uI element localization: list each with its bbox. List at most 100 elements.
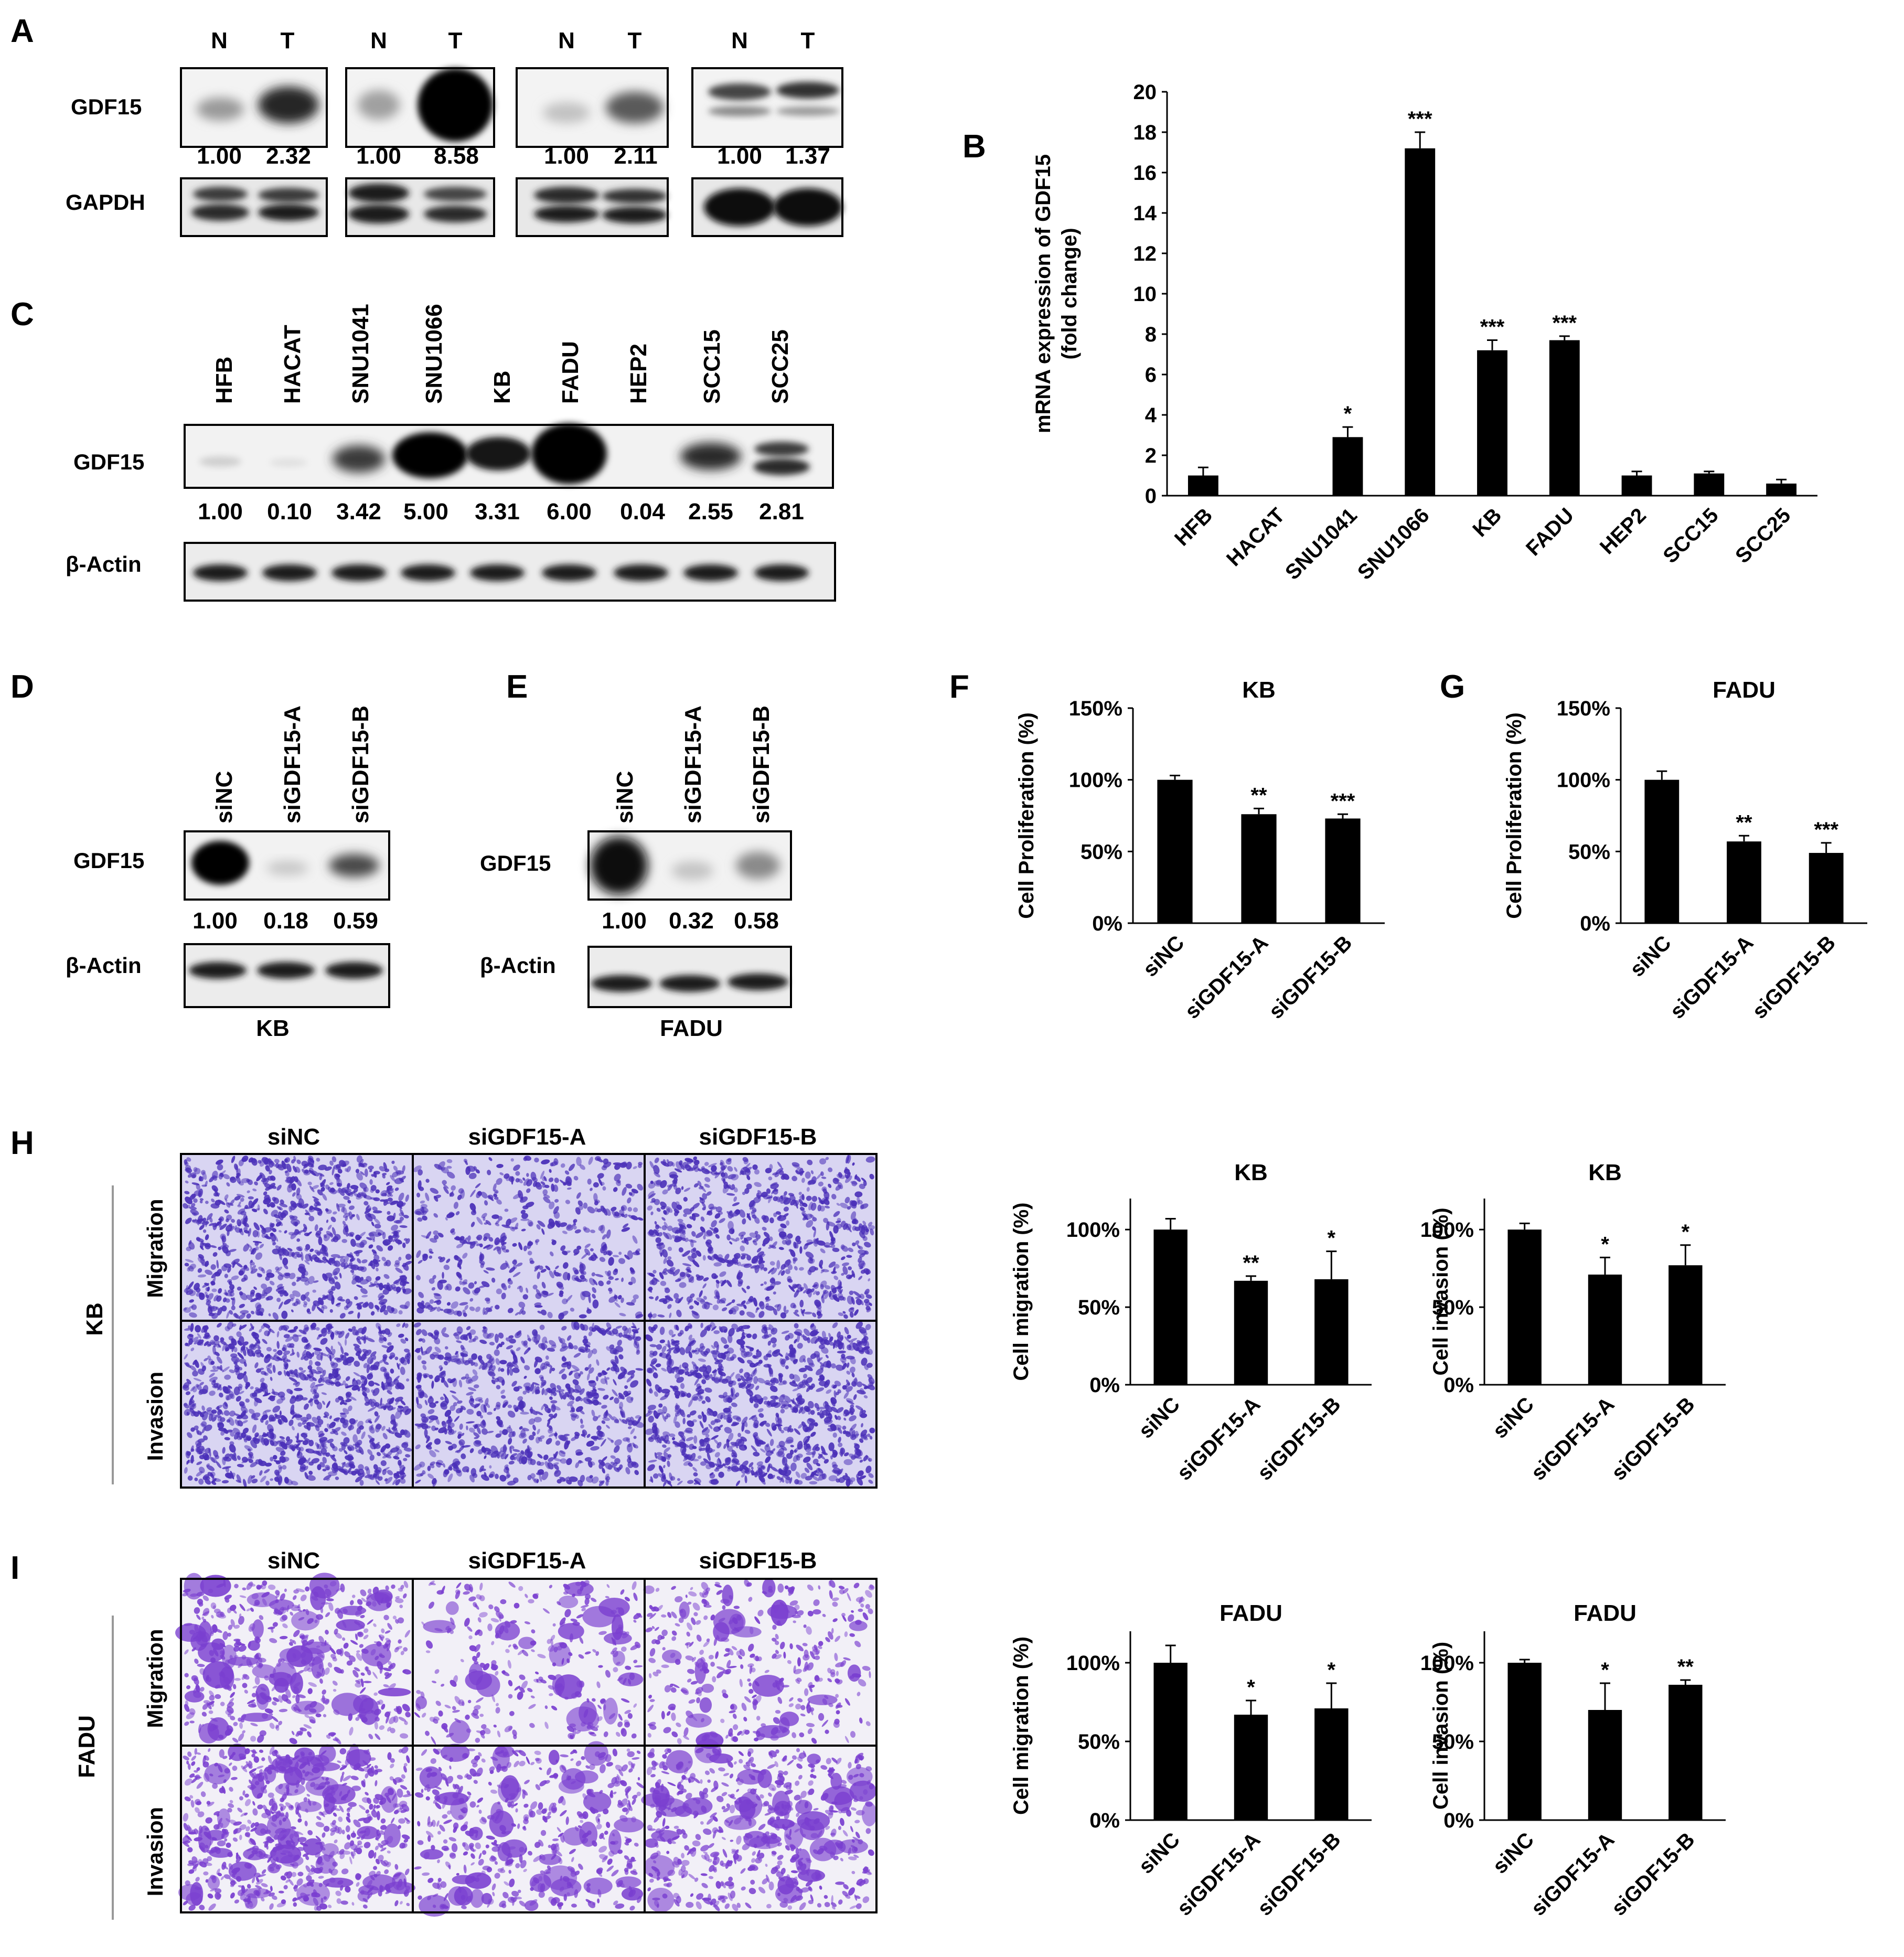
y-tick-label: 50%	[1432, 1730, 1474, 1753]
quant-value: 6.00	[547, 499, 592, 525]
category-label: SNU1041	[1281, 504, 1362, 584]
y-tick-label: 50%	[1432, 1296, 1474, 1319]
y-axis-label: Cell invasion (%)	[1429, 1642, 1452, 1810]
column-label: siNC	[268, 1548, 320, 1574]
bar	[1314, 1708, 1349, 1820]
chart-i-mig: 0% 50% 100% Cell migration (%) FADU siNC * siGD…	[1010, 1600, 1372, 1920]
significance-marker: ***	[1331, 789, 1355, 812]
category-label: SCC25	[1731, 504, 1795, 568]
panel-i-images: I siNC siGDF15-A siGDF15-B FADU Migratio…	[10, 1548, 878, 1920]
blot-band	[602, 207, 667, 223]
chart-h-mig: 0% 50% 100% Cell migration (%) KB siNC ** siGDF…	[1010, 1160, 1372, 1485]
row-label-gapdh: GAPDH	[66, 190, 145, 215]
blot-e-actin	[587, 946, 792, 1008]
y-tick-label: 4	[1145, 404, 1157, 427]
significance-marker: *	[1328, 1227, 1336, 1250]
chart-title: KB	[1588, 1160, 1622, 1185]
y-tick-label: 150%	[1557, 697, 1610, 720]
lane-label: SNU1066	[421, 304, 447, 404]
quant-value: 0.58	[734, 908, 779, 934]
column-label: siGDF15-A	[468, 1548, 586, 1574]
y-tick-label: 0%	[1089, 1374, 1120, 1397]
panel-a-quant: 1.00 2.32 1.00 8.58 1.00 2.11 1.00 1.37	[197, 143, 830, 169]
column-label: siGDF15-B	[699, 1124, 817, 1150]
bar	[1477, 350, 1507, 496]
y-tick-label: 100%	[1420, 1218, 1474, 1242]
blot-band	[424, 187, 487, 201]
row-label-gdf15: GDF15	[73, 450, 144, 474]
lane-label-n: N	[211, 28, 228, 54]
blot-band	[401, 564, 455, 581]
blot-band	[348, 184, 409, 202]
lane-label: KB	[489, 370, 515, 404]
blot-band	[333, 445, 385, 473]
cell-line-label: KB	[82, 1302, 108, 1336]
quant-value: 3.42	[336, 499, 381, 525]
column-label: siGDF15-B	[699, 1548, 817, 1574]
column-label: siGDF15-A	[468, 1124, 586, 1150]
blot-band	[191, 204, 249, 221]
micrograph-frame	[644, 1320, 878, 1489]
quant-value: 2.32	[266, 143, 311, 169]
chart-i-inv: 0% 50% 100%Cell invasion (%) FADU siNC * siGDF…	[1420, 1600, 1726, 1920]
blot-d-actin	[184, 943, 390, 1008]
category-label: siNC	[1625, 931, 1676, 981]
blot-band	[736, 852, 780, 879]
blot-band	[258, 204, 319, 221]
row-label-migration: Migration	[143, 1199, 167, 1298]
category-label: HACAT	[1222, 504, 1289, 571]
lane-label-n: N	[731, 28, 748, 54]
category-label: KB	[1468, 504, 1506, 541]
micrograph-tile	[643, 1578, 878, 1749]
significance-marker: *	[1601, 1233, 1609, 1256]
blot-band	[262, 564, 317, 581]
chart-b: 0 2 4 6 8 10 12 14 16 18 20 mRNA expression of GDF1…	[1032, 81, 1817, 584]
panel-letter-h: H	[10, 1125, 34, 1161]
panel-letter-a: A	[10, 13, 34, 49]
y-tick-label: 20	[1133, 81, 1157, 104]
bar	[1507, 1229, 1542, 1385]
y-tick-label: 0	[1145, 485, 1157, 508]
blot-band	[470, 564, 525, 581]
bar	[1668, 1265, 1703, 1385]
bar	[1241, 814, 1277, 923]
y-tick-label: 0%	[1092, 912, 1122, 935]
y-tick-label: 50%	[1081, 840, 1122, 863]
cell-line-label: KB	[256, 1015, 290, 1041]
blot-band	[348, 205, 409, 223]
lane-label-t: T	[448, 28, 463, 54]
blot-band	[197, 98, 244, 121]
row-label-invasion: Invasion	[143, 1807, 167, 1896]
panel-a-col-labels: N T N T N T N T	[211, 28, 815, 54]
y-axis-label: Cell Proliferation (%)	[1015, 712, 1038, 918]
chart-h-inv: 0% 50% 100%Cell invasion (%) KB siNC * siGDF15…	[1420, 1160, 1726, 1485]
micrograph-tile	[644, 1153, 878, 1322]
blot-e-gdf15	[587, 830, 792, 901]
cell-line-label: FADU	[74, 1715, 100, 1778]
y-tick-label: 50%	[1078, 1730, 1120, 1753]
blot-band	[199, 456, 241, 467]
significance-marker: **	[1243, 1252, 1259, 1275]
chart-title: KB	[1242, 677, 1276, 703]
y-tick-label: 2	[1145, 444, 1157, 467]
lane-label: SNU1041	[348, 304, 373, 404]
panel-letter-i: I	[10, 1550, 19, 1586]
micrograph-tile	[178, 1744, 415, 1913]
panel-letter-d: D	[10, 669, 34, 705]
row-label-gdf15: GDF15	[480, 851, 551, 875]
blot-band	[659, 975, 720, 992]
blot-band	[671, 861, 713, 880]
blot-band	[258, 188, 319, 202]
significance-marker: ***	[1480, 316, 1505, 339]
panel-letter-b: B	[962, 129, 986, 165]
y-tick-label: 50%	[1568, 840, 1610, 863]
lane-label-t: T	[801, 28, 815, 54]
category-label: siGDF15-A	[1181, 931, 1273, 1023]
category-label: siGDF15-A	[1527, 1393, 1619, 1485]
blot-band	[602, 189, 667, 204]
quant-value: 1.00	[544, 143, 589, 169]
lane-label-t: T	[281, 28, 295, 54]
y-axis-label: mRNA expression of GDF15 (fold change)	[1032, 154, 1081, 433]
category-label: siGDF15-B	[1253, 1828, 1345, 1920]
micrograph-tile	[644, 1320, 878, 1489]
